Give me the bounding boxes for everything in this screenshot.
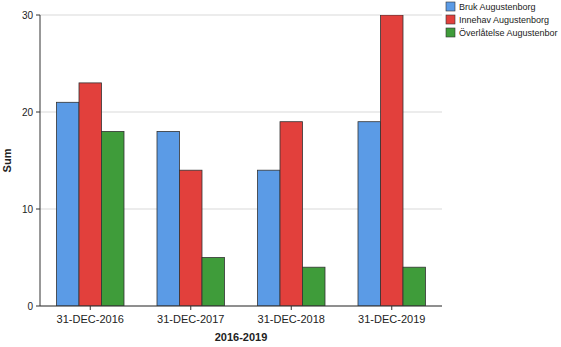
bar xyxy=(79,83,102,306)
legend-label: Bruk Augustenborg xyxy=(459,2,536,12)
bar xyxy=(358,122,381,306)
bar xyxy=(57,102,80,306)
legend-swatch xyxy=(446,15,455,24)
legend-swatch xyxy=(446,2,455,11)
legend-label: Innehav Augustenborg xyxy=(459,15,549,25)
bar xyxy=(303,267,326,306)
category-label: 31-DEC-2018 xyxy=(258,313,325,325)
tick-mark xyxy=(36,15,40,16)
bars xyxy=(57,15,426,306)
legend-swatch xyxy=(446,28,455,37)
category-label: 31-DEC-2019 xyxy=(358,313,425,325)
category-label: 31-DEC-2016 xyxy=(57,313,124,325)
tick-label: 20 xyxy=(22,107,34,118)
x-axis xyxy=(40,306,442,307)
tick-mark xyxy=(36,306,40,307)
legend-label: Överlåtelse Augustenbor xyxy=(459,28,558,38)
tick-label: 30 xyxy=(22,10,34,21)
category-tick xyxy=(291,306,292,310)
bar xyxy=(280,122,303,306)
tick-mark xyxy=(36,112,40,113)
category-tick xyxy=(90,306,91,310)
y-axis-title: Sum xyxy=(1,148,13,172)
bar xyxy=(403,267,426,306)
tick-label: 10 xyxy=(22,204,34,215)
bar xyxy=(157,131,180,306)
category-tick xyxy=(391,306,392,310)
y-axis xyxy=(40,15,41,306)
bar xyxy=(102,131,125,306)
tick-mark xyxy=(36,209,40,210)
tick-label: 0 xyxy=(27,301,33,312)
legend: Bruk Augustenborg Innehav Augustenborg Öve… xyxy=(446,2,558,38)
category-tick xyxy=(190,306,191,310)
chart: 0 10 20 30 31-DEC-2016 31-DEC-2017 31-DEC-2018… xyxy=(0,0,561,347)
bar xyxy=(202,258,225,307)
x-axis-title: 2016-2019 xyxy=(215,331,268,343)
bar xyxy=(258,170,281,306)
bar xyxy=(381,15,404,306)
category-label: 31-DEC-2017 xyxy=(157,313,224,325)
grid-line xyxy=(40,306,442,307)
bar xyxy=(180,170,203,306)
